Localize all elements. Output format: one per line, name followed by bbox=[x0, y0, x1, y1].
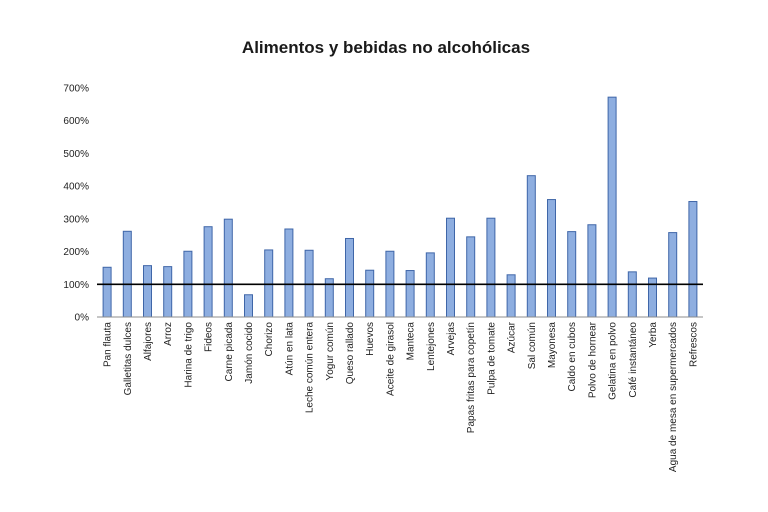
y-tick-label: 500% bbox=[63, 149, 89, 160]
bar bbox=[668, 232, 678, 318]
x-tick-label: Jamón cocido bbox=[244, 322, 255, 384]
x-tick-label: Arroz bbox=[163, 322, 174, 346]
bar bbox=[587, 224, 597, 318]
bar bbox=[506, 274, 516, 318]
x-tick-label: Café instantáneo bbox=[628, 322, 639, 398]
x-tick-label: Lentejones bbox=[426, 322, 437, 371]
bar bbox=[264, 249, 274, 318]
bar bbox=[446, 217, 455, 318]
bar bbox=[688, 201, 698, 318]
x-tick-label: Azúcar bbox=[507, 321, 518, 353]
bar bbox=[284, 228, 294, 318]
bar bbox=[486, 217, 496, 318]
x-tick-label: Atún en lata bbox=[284, 322, 295, 376]
y-tick-label: 300% bbox=[63, 214, 89, 225]
bar bbox=[567, 231, 577, 318]
x-tick-label: Arvejas bbox=[446, 322, 457, 355]
x-tick-label: Pulpa de tomate bbox=[486, 322, 497, 395]
bar bbox=[163, 266, 173, 318]
bar bbox=[627, 271, 637, 318]
bar bbox=[365, 269, 375, 318]
bar bbox=[345, 237, 354, 318]
bar bbox=[203, 226, 213, 318]
y-tick-label: 400% bbox=[63, 182, 89, 193]
x-tick-label: Fideos bbox=[204, 322, 215, 352]
chart-title: Alimentos y bebidas no alcohólicas bbox=[242, 38, 530, 57]
bar bbox=[223, 218, 233, 318]
bar bbox=[547, 199, 556, 318]
x-tick-label: Sal común bbox=[527, 322, 538, 369]
x-tick-label: Harina de trigo bbox=[183, 322, 194, 388]
x-tick-label: Gelatina en polvo bbox=[608, 322, 619, 400]
bar bbox=[244, 294, 253, 318]
y-tick-label: 100% bbox=[63, 280, 89, 291]
x-tick-label: Yerba bbox=[648, 322, 659, 348]
x-tick-label: Galletitas dulces bbox=[123, 322, 134, 395]
bar bbox=[102, 266, 112, 318]
y-axis: 0% 100% 200% 300% 400% 500% 600% 700% bbox=[63, 84, 89, 324]
x-tick-label: Pan flauta bbox=[103, 322, 114, 367]
x-tick-label: Queso rallado bbox=[345, 322, 356, 385]
bar bbox=[405, 270, 415, 318]
x-tick-label: Agua de mesa en supermercados bbox=[668, 322, 679, 472]
x-tick-label: Yogur común bbox=[325, 322, 336, 381]
y-tick-label: 200% bbox=[63, 247, 89, 258]
x-tick-label: Papas fritas para copetín bbox=[466, 322, 477, 433]
bar bbox=[143, 265, 152, 318]
bar bbox=[526, 175, 536, 318]
bar bbox=[466, 236, 476, 318]
bars-group bbox=[102, 96, 698, 318]
x-tick-label: Caldo en cubos bbox=[567, 322, 578, 392]
x-tick-labels: Pan flauta Galletitas dulces Alfajores Arro… bbox=[103, 321, 700, 472]
bar bbox=[122, 230, 132, 318]
x-tick-label: Manteca bbox=[406, 322, 417, 361]
y-tick-label: 600% bbox=[63, 116, 89, 127]
x-tick-label: Mayonesa bbox=[547, 322, 558, 369]
x-tick-label: Carne picada bbox=[224, 322, 235, 382]
x-tick-label: Leche común entera bbox=[305, 322, 316, 414]
y-tick-label: 700% bbox=[63, 84, 89, 95]
x-tick-label: Aceite de girasol bbox=[385, 322, 396, 396]
x-tick-label: Refrescos bbox=[688, 322, 699, 367]
x-tick-label: Alfajores bbox=[143, 322, 154, 361]
x-tick-label: Polvo de hornear bbox=[587, 321, 598, 398]
y-tick-label: 0% bbox=[75, 313, 90, 324]
x-tick-label: Chorizo bbox=[264, 322, 275, 357]
x-tick-label: Huevos bbox=[365, 322, 376, 356]
